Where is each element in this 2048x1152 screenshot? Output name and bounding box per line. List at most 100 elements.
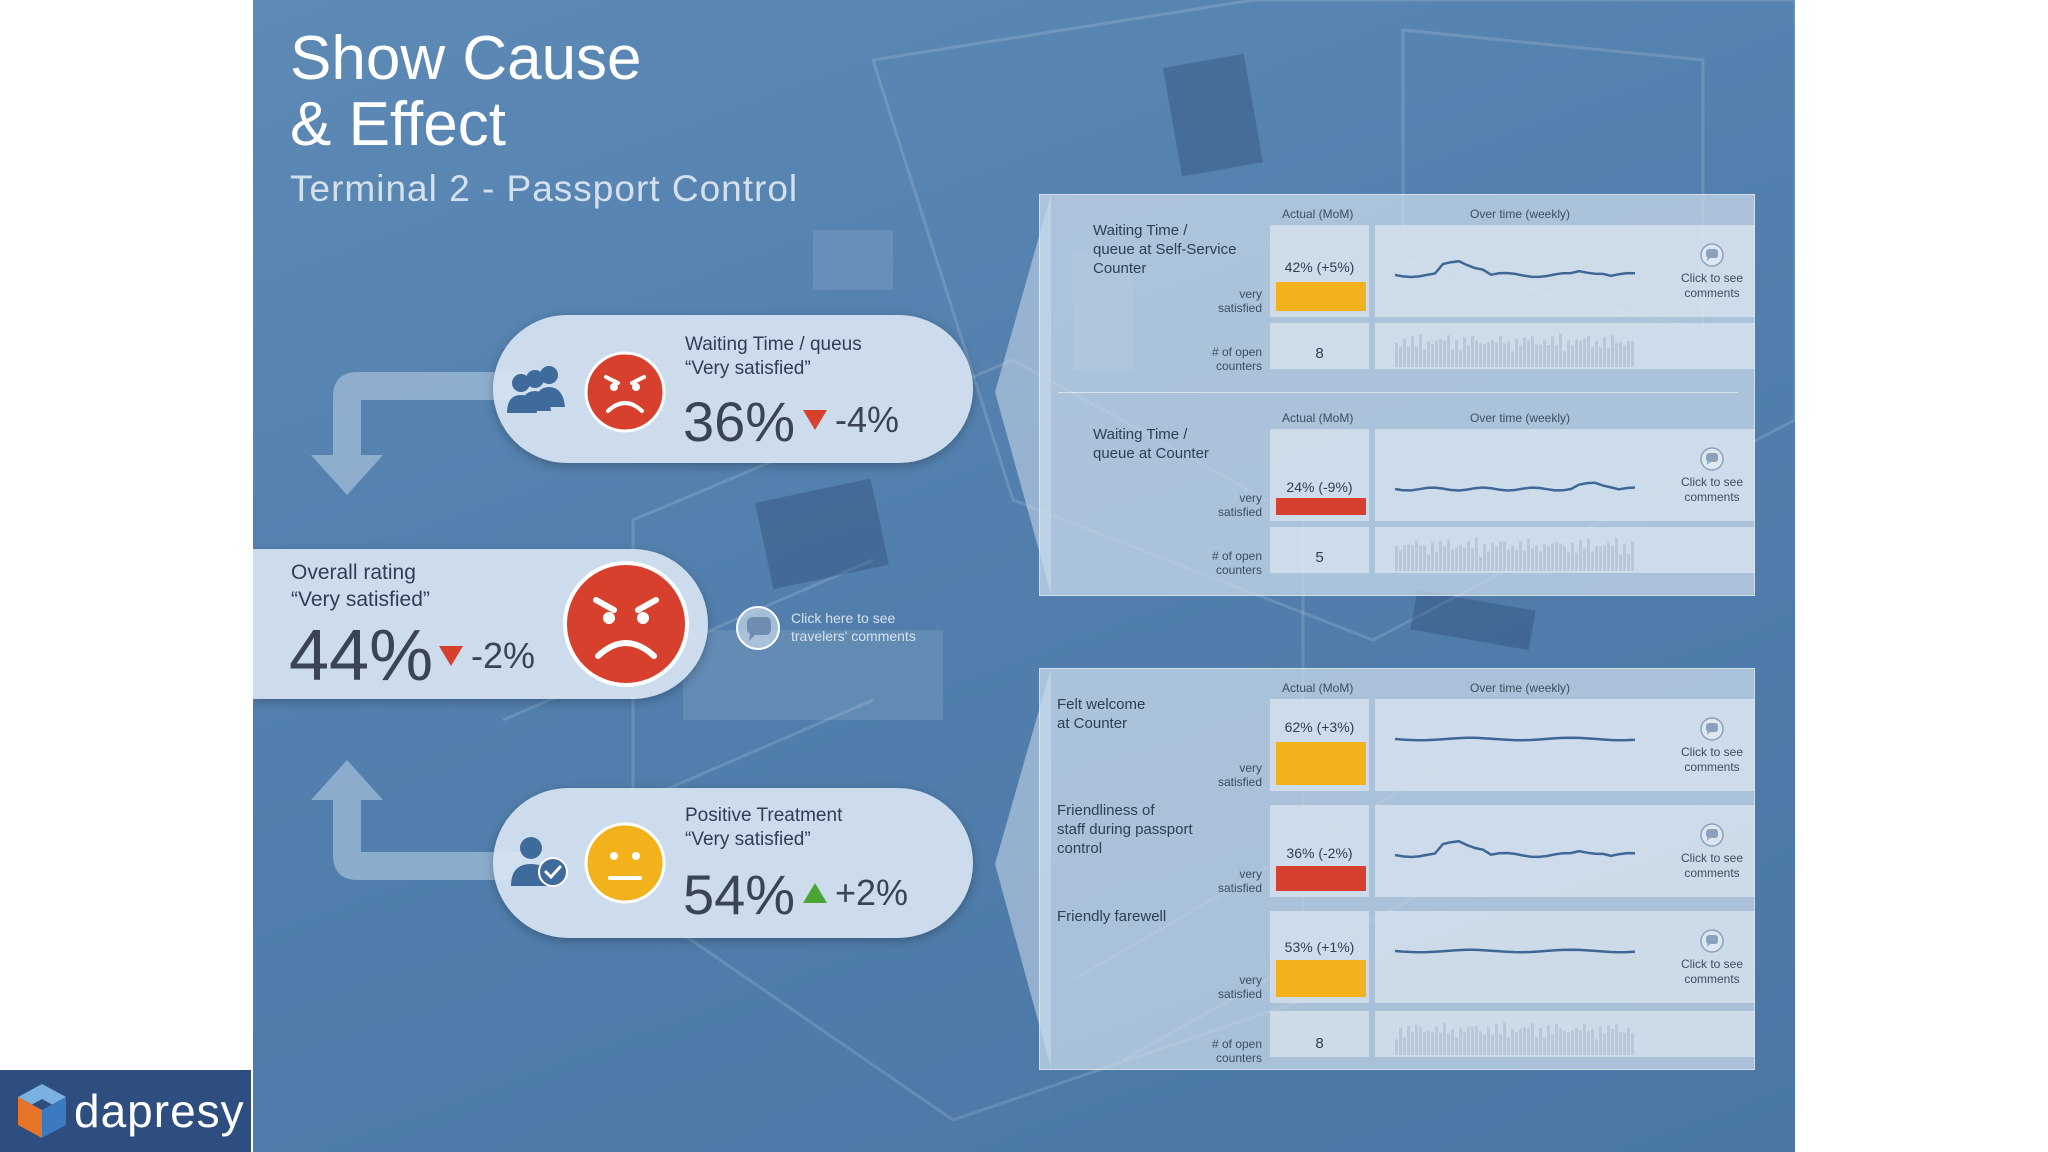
counter-mini-bar <box>1623 543 1626 571</box>
very-label: very <box>1239 761 1262 775</box>
satisfied-label: satisfied <box>1217 987 1262 1001</box>
counter-mini-bar <box>1611 545 1614 571</box>
satisfied-label: satisfied <box>1217 505 1262 519</box>
slide: Show Cause & Effect Terminal 2 - Passpor… <box>253 0 1795 1152</box>
counter-mini-bar <box>1495 342 1498 367</box>
counter-mini-bar <box>1519 1028 1522 1055</box>
bar-value-label: 24% (-9%) <box>1286 479 1353 495</box>
counter-mini-bar <box>1547 546 1550 571</box>
weekly-trend-line <box>1394 839 1636 859</box>
counter-mini-bar <box>1611 1028 1614 1055</box>
comments-line2: comments <box>1684 972 1740 986</box>
weekly-trend-line <box>1394 259 1636 279</box>
counter-mini-bar <box>1447 539 1450 571</box>
comments-line1: Click to see <box>1680 475 1744 489</box>
weekly-cell <box>1375 911 1755 1003</box>
column-header-actual: Actual (MoM) <box>1282 681 1354 695</box>
counter-mini-bar <box>1547 1025 1550 1055</box>
counter-mini-bar <box>1439 1032 1442 1055</box>
travelers-comments-link[interactable]: Click here to see travelers' comments <box>735 605 975 653</box>
counter-mini-bar <box>1411 1031 1414 1055</box>
counter-mini-bar <box>1607 348 1610 367</box>
kpi-card-overall-rating[interactable]: Overall rating “Very satisfied” 44% -2% <box>253 549 708 699</box>
panel-waiting-time-details: Actual (MoM) Over time (weekly) Waiting … <box>1039 194 1755 596</box>
comments-link-text: Click to see comments <box>1672 957 1752 987</box>
kpi-card-positive-treatment[interactable]: Positive Treatment “Very satisfied” 54% … <box>493 788 973 938</box>
counter-mini-bar <box>1567 552 1570 571</box>
trend-line-path <box>1394 259 1636 279</box>
actual-cell: 62% (+3%) <box>1270 699 1369 791</box>
section-divider <box>1058 392 1738 393</box>
weekly-cell <box>1375 429 1755 521</box>
counter-mini-bar <box>1491 542 1494 571</box>
counter-mini-bar <box>1483 543 1486 571</box>
counter-mini-bar <box>1487 551 1490 571</box>
counter-value: 8 <box>1315 345 1324 362</box>
counter-mini-bar <box>1431 343 1434 367</box>
travelers-comments-text: Click here to see travelers' comments <box>791 609 916 645</box>
weekly-cell <box>1375 805 1755 897</box>
counter-mini-bar <box>1595 1039 1598 1055</box>
satisfaction-bar <box>1276 866 1366 891</box>
counter-mini-bar <box>1571 345 1574 367</box>
comments-line1: Click to see <box>1680 745 1744 759</box>
weekly-counter-bars <box>1395 333 1634 367</box>
counter-mini-bar <box>1423 545 1426 571</box>
brand-name: dapresy <box>74 1085 245 1137</box>
counter-mini-bar <box>1463 1031 1466 1055</box>
counter-mini-bar <box>1519 345 1522 367</box>
counter-mini-bar <box>1411 545 1414 571</box>
metric-name: Friendliness of staff during passport co… <box>1057 802 1193 857</box>
kpi-delta-value: +2% <box>835 872 909 913</box>
counter-mini-bar <box>1523 337 1526 367</box>
neutral-face-icon <box>584 822 666 904</box>
counter-mini-bar <box>1587 336 1590 367</box>
counter-mini-bar <box>1535 545 1538 571</box>
comments-line1: Click to see <box>1680 957 1744 971</box>
counter-mini-bar <box>1467 346 1470 367</box>
counter-mini-bar <box>1403 1037 1406 1055</box>
bar-value-label: 36% (-2%) <box>1286 845 1353 861</box>
counter-mini-bar <box>1603 545 1606 571</box>
counters-weekly-cell <box>1375 323 1755 369</box>
counter-mini-bar <box>1407 1025 1410 1055</box>
counter-mini-bar <box>1539 1028 1542 1055</box>
kpi-card-waiting-time[interactable]: Waiting Time / queus “Very satisfied” 36… <box>493 315 973 463</box>
counter-mini-bar <box>1555 1023 1558 1055</box>
counter-mini-bar <box>1603 337 1606 367</box>
counter-mini-bar <box>1427 1030 1430 1055</box>
counter-mini-bar <box>1463 547 1466 571</box>
panel-treatment-details: Actual (MoM) Over time (weekly) Felt wel… <box>1039 668 1755 1070</box>
counter-mini-bar <box>1531 336 1534 367</box>
very-label: very <box>1239 287 1262 301</box>
counter-mini-bar <box>1443 1023 1446 1055</box>
counter-mini-bar <box>1467 541 1470 571</box>
counter-mini-bar <box>1615 1024 1618 1055</box>
counter-mini-bar <box>1399 1027 1402 1055</box>
trend-line-path <box>1394 839 1636 859</box>
counter-mini-bar <box>1471 1026 1474 1055</box>
counter-mini-bar <box>1515 549 1518 571</box>
counter-mini-bar <box>1551 543 1554 571</box>
counter-mini-bar <box>1571 1030 1574 1055</box>
counter-mini-bar <box>1563 1030 1566 1055</box>
counter-mini-bar <box>1427 341 1430 367</box>
counter-mini-bar <box>1607 542 1610 571</box>
counter-mini-bar <box>1619 1032 1622 1055</box>
kpi-label-line1: Waiting Time / queus <box>685 334 862 355</box>
counter-mini-bar <box>1483 344 1486 367</box>
counter-mini-bar <box>1419 545 1422 571</box>
counter-mini-bar <box>1527 340 1530 367</box>
counter-mini-bar <box>1531 548 1534 571</box>
counter-mini-bar <box>1447 1033 1450 1055</box>
counter-mini-bar <box>1435 340 1438 367</box>
counter-mini-bar <box>1419 1026 1422 1055</box>
metric-name: Waiting Time / queue at Counter <box>1093 426 1209 462</box>
travelers-comments-line1: Click here to see <box>791 610 896 626</box>
counter-mini-bar <box>1395 342 1398 367</box>
comment-bubble-icon <box>1700 717 1724 741</box>
travelers-comments-line2: travelers' comments <box>791 628 916 644</box>
counter-mini-bar <box>1459 1027 1462 1055</box>
counter-mini-bar <box>1483 1034 1486 1055</box>
slide-subtitle: Terminal 2 - Passport Control <box>290 168 799 209</box>
